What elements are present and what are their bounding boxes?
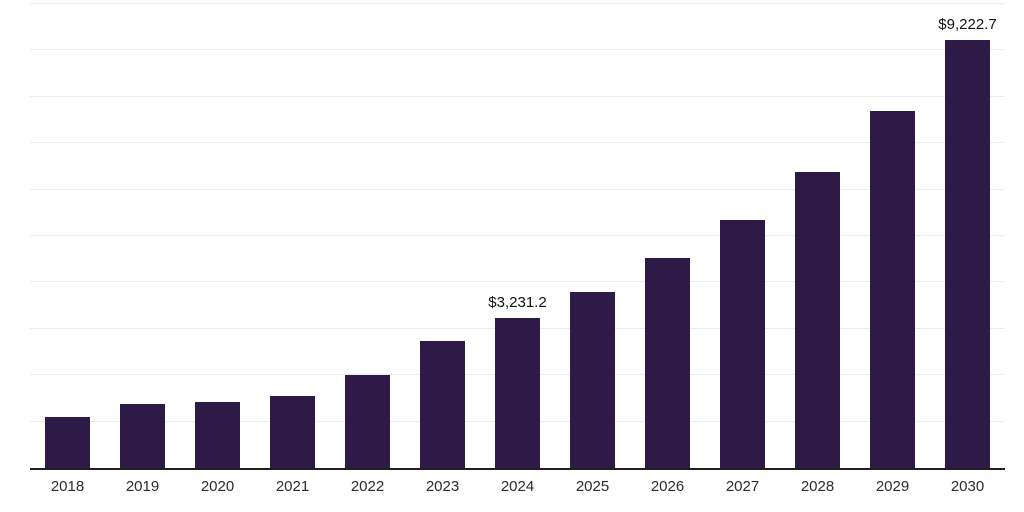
bar-2020 bbox=[195, 401, 240, 468]
x-tick-2018: 2018 bbox=[50, 478, 85, 495]
bar-slot-2027 bbox=[705, 4, 780, 468]
bar-2019 bbox=[120, 404, 165, 468]
gridline bbox=[30, 281, 1005, 283]
x-tick-2022: 2022 bbox=[350, 478, 385, 495]
x-tick-2024: 2024 bbox=[500, 478, 535, 495]
x-tick-2019: 2019 bbox=[125, 478, 160, 495]
bar-2022 bbox=[345, 374, 390, 468]
bar-value-label-2024: $3,231.2 bbox=[488, 294, 547, 312]
bar-slot-2026 bbox=[630, 4, 705, 468]
gridline bbox=[30, 235, 1005, 236]
x-axis-labels: 2018 2019 2020 2021 2022 2023 2024 2025 2026 2027… bbox=[30, 478, 1005, 495]
x-tick-2030: 2030 bbox=[950, 478, 985, 495]
bar-2021 bbox=[270, 395, 315, 468]
bar-2026 bbox=[645, 258, 690, 468]
bar-slot-2030: $9,222.7 bbox=[930, 4, 1005, 468]
gridline bbox=[30, 3, 1005, 4]
x-tick-2028: 2028 bbox=[800, 478, 835, 495]
bar-2025 bbox=[570, 291, 615, 468]
gridline bbox=[30, 188, 1005, 190]
x-tick-2023: 2023 bbox=[425, 478, 460, 495]
bar-slot-2023 bbox=[405, 4, 480, 468]
bar-slot-2019 bbox=[105, 4, 180, 468]
bar-2023 bbox=[420, 341, 465, 468]
x-tick-2025: 2025 bbox=[575, 478, 610, 495]
x-tick-2020: 2020 bbox=[200, 478, 235, 495]
x-axis-line bbox=[30, 468, 1005, 470]
bar-slot-2025 bbox=[555, 4, 630, 468]
x-tick-2027: 2027 bbox=[725, 478, 760, 495]
bar-slot-2021 bbox=[255, 4, 330, 468]
bar-slot-2022 bbox=[330, 4, 405, 468]
bar-slot-2028 bbox=[780, 4, 855, 468]
gridline bbox=[30, 95, 1005, 97]
bar-slot-2024: $3,231.2 bbox=[480, 4, 555, 468]
bar-value-label-2030: $9,222.7 bbox=[938, 16, 997, 34]
x-tick-2029: 2029 bbox=[875, 478, 910, 495]
bar-2028 bbox=[795, 171, 840, 468]
gridline bbox=[30, 142, 1005, 144]
gridline bbox=[30, 49, 1005, 51]
bar-slot-2029 bbox=[855, 4, 930, 468]
x-tick-2021: 2021 bbox=[275, 478, 310, 495]
bars-container: $3,231.2 $9,222.7 bbox=[30, 4, 1005, 468]
bar-2024 bbox=[495, 318, 540, 468]
plot-area: $3,231.2 $9,222.7 bbox=[30, 3, 1005, 468]
bar-2029 bbox=[870, 110, 915, 468]
bar-2027 bbox=[720, 219, 765, 468]
bar-2030 bbox=[945, 40, 990, 468]
bar-2018 bbox=[45, 416, 90, 468]
x-tick-2026: 2026 bbox=[650, 478, 685, 495]
bar-slot-2018 bbox=[30, 4, 105, 468]
bar-slot-2020 bbox=[180, 4, 255, 468]
